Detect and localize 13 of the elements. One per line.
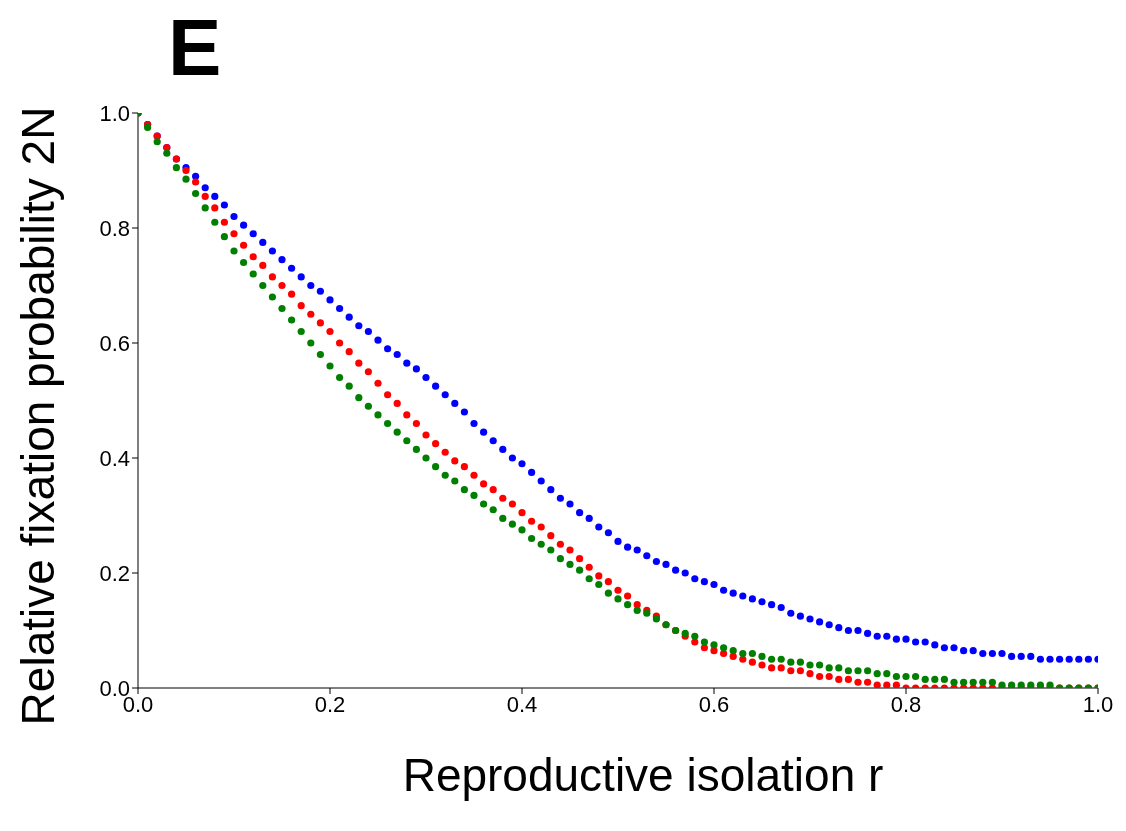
x-tick-label: 1.0 bbox=[1082, 691, 1114, 717]
x-tick-label: 0.6 bbox=[698, 691, 730, 717]
x-tick-label: 0.8 bbox=[890, 691, 922, 717]
y-tick-label: 0.2 bbox=[99, 560, 130, 586]
y-tick-label: 0.4 bbox=[99, 445, 130, 471]
y-tick-label: 1.0 bbox=[99, 100, 130, 126]
y-tick-label: 0.8 bbox=[99, 215, 130, 241]
chart-title: E bbox=[168, 3, 222, 92]
y-axis-title: Relative fixation probability 2N bbox=[11, 106, 65, 725]
x-tick-label: 0.4 bbox=[506, 691, 538, 717]
x-tick-label: 0.2 bbox=[314, 691, 346, 717]
x-axis-title: Reproductive isolation r bbox=[401, 748, 885, 802]
y-tick-label: 0.6 bbox=[99, 330, 130, 356]
